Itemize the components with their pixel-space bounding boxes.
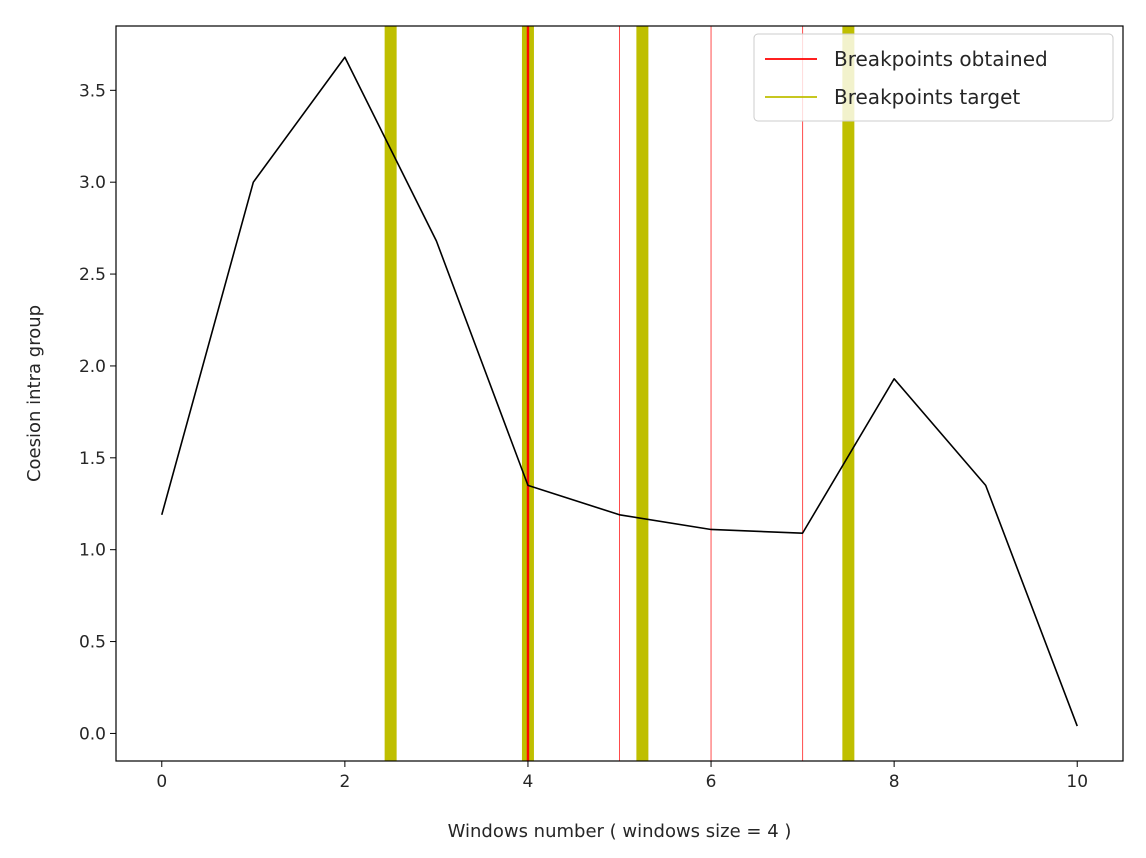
legend-label-target: Breakpoints target bbox=[834, 85, 1020, 109]
x-tick-label: 2 bbox=[339, 772, 350, 792]
legend: Breakpoints obtained Breakpoints target bbox=[753, 33, 1114, 122]
series-line bbox=[160, 56, 1078, 727]
y-tick-label: 2.5 bbox=[79, 265, 106, 285]
legend-label-obtained: Breakpoints obtained bbox=[834, 47, 1048, 71]
y-tick-label: 1.0 bbox=[79, 541, 106, 561]
legend-box bbox=[753, 33, 1114, 122]
x-tick-label: 10 bbox=[1066, 772, 1088, 792]
y-tick-label: 0.5 bbox=[79, 633, 106, 653]
plot-frame bbox=[115, 25, 1124, 762]
y-tick-label: 0.0 bbox=[79, 724, 106, 744]
x-axis: 0 2 4 6 8 10 bbox=[156, 761, 1088, 792]
x-tick-label: 0 bbox=[156, 772, 167, 792]
x-axis-label: Windows number ( windows size = 4 ) bbox=[448, 821, 792, 842]
y-tick-label: 3.0 bbox=[79, 173, 106, 193]
x-tick-label: 8 bbox=[889, 772, 900, 792]
y-axis: 0.0 0.5 1.0 1.5 2.0 2.5 3.0 3.5 bbox=[79, 81, 116, 744]
series-group bbox=[160, 56, 1078, 727]
x-tick-label: 4 bbox=[523, 772, 534, 792]
obtained-breakpoints bbox=[526, 26, 804, 761]
y-tick-label: 2.0 bbox=[79, 357, 106, 377]
x-tick-label: 6 bbox=[706, 772, 717, 792]
y-axis-label: Coesion intra group bbox=[24, 305, 45, 482]
y-tick-label: 1.5 bbox=[79, 449, 106, 469]
y-tick-label: 3.5 bbox=[79, 81, 106, 101]
